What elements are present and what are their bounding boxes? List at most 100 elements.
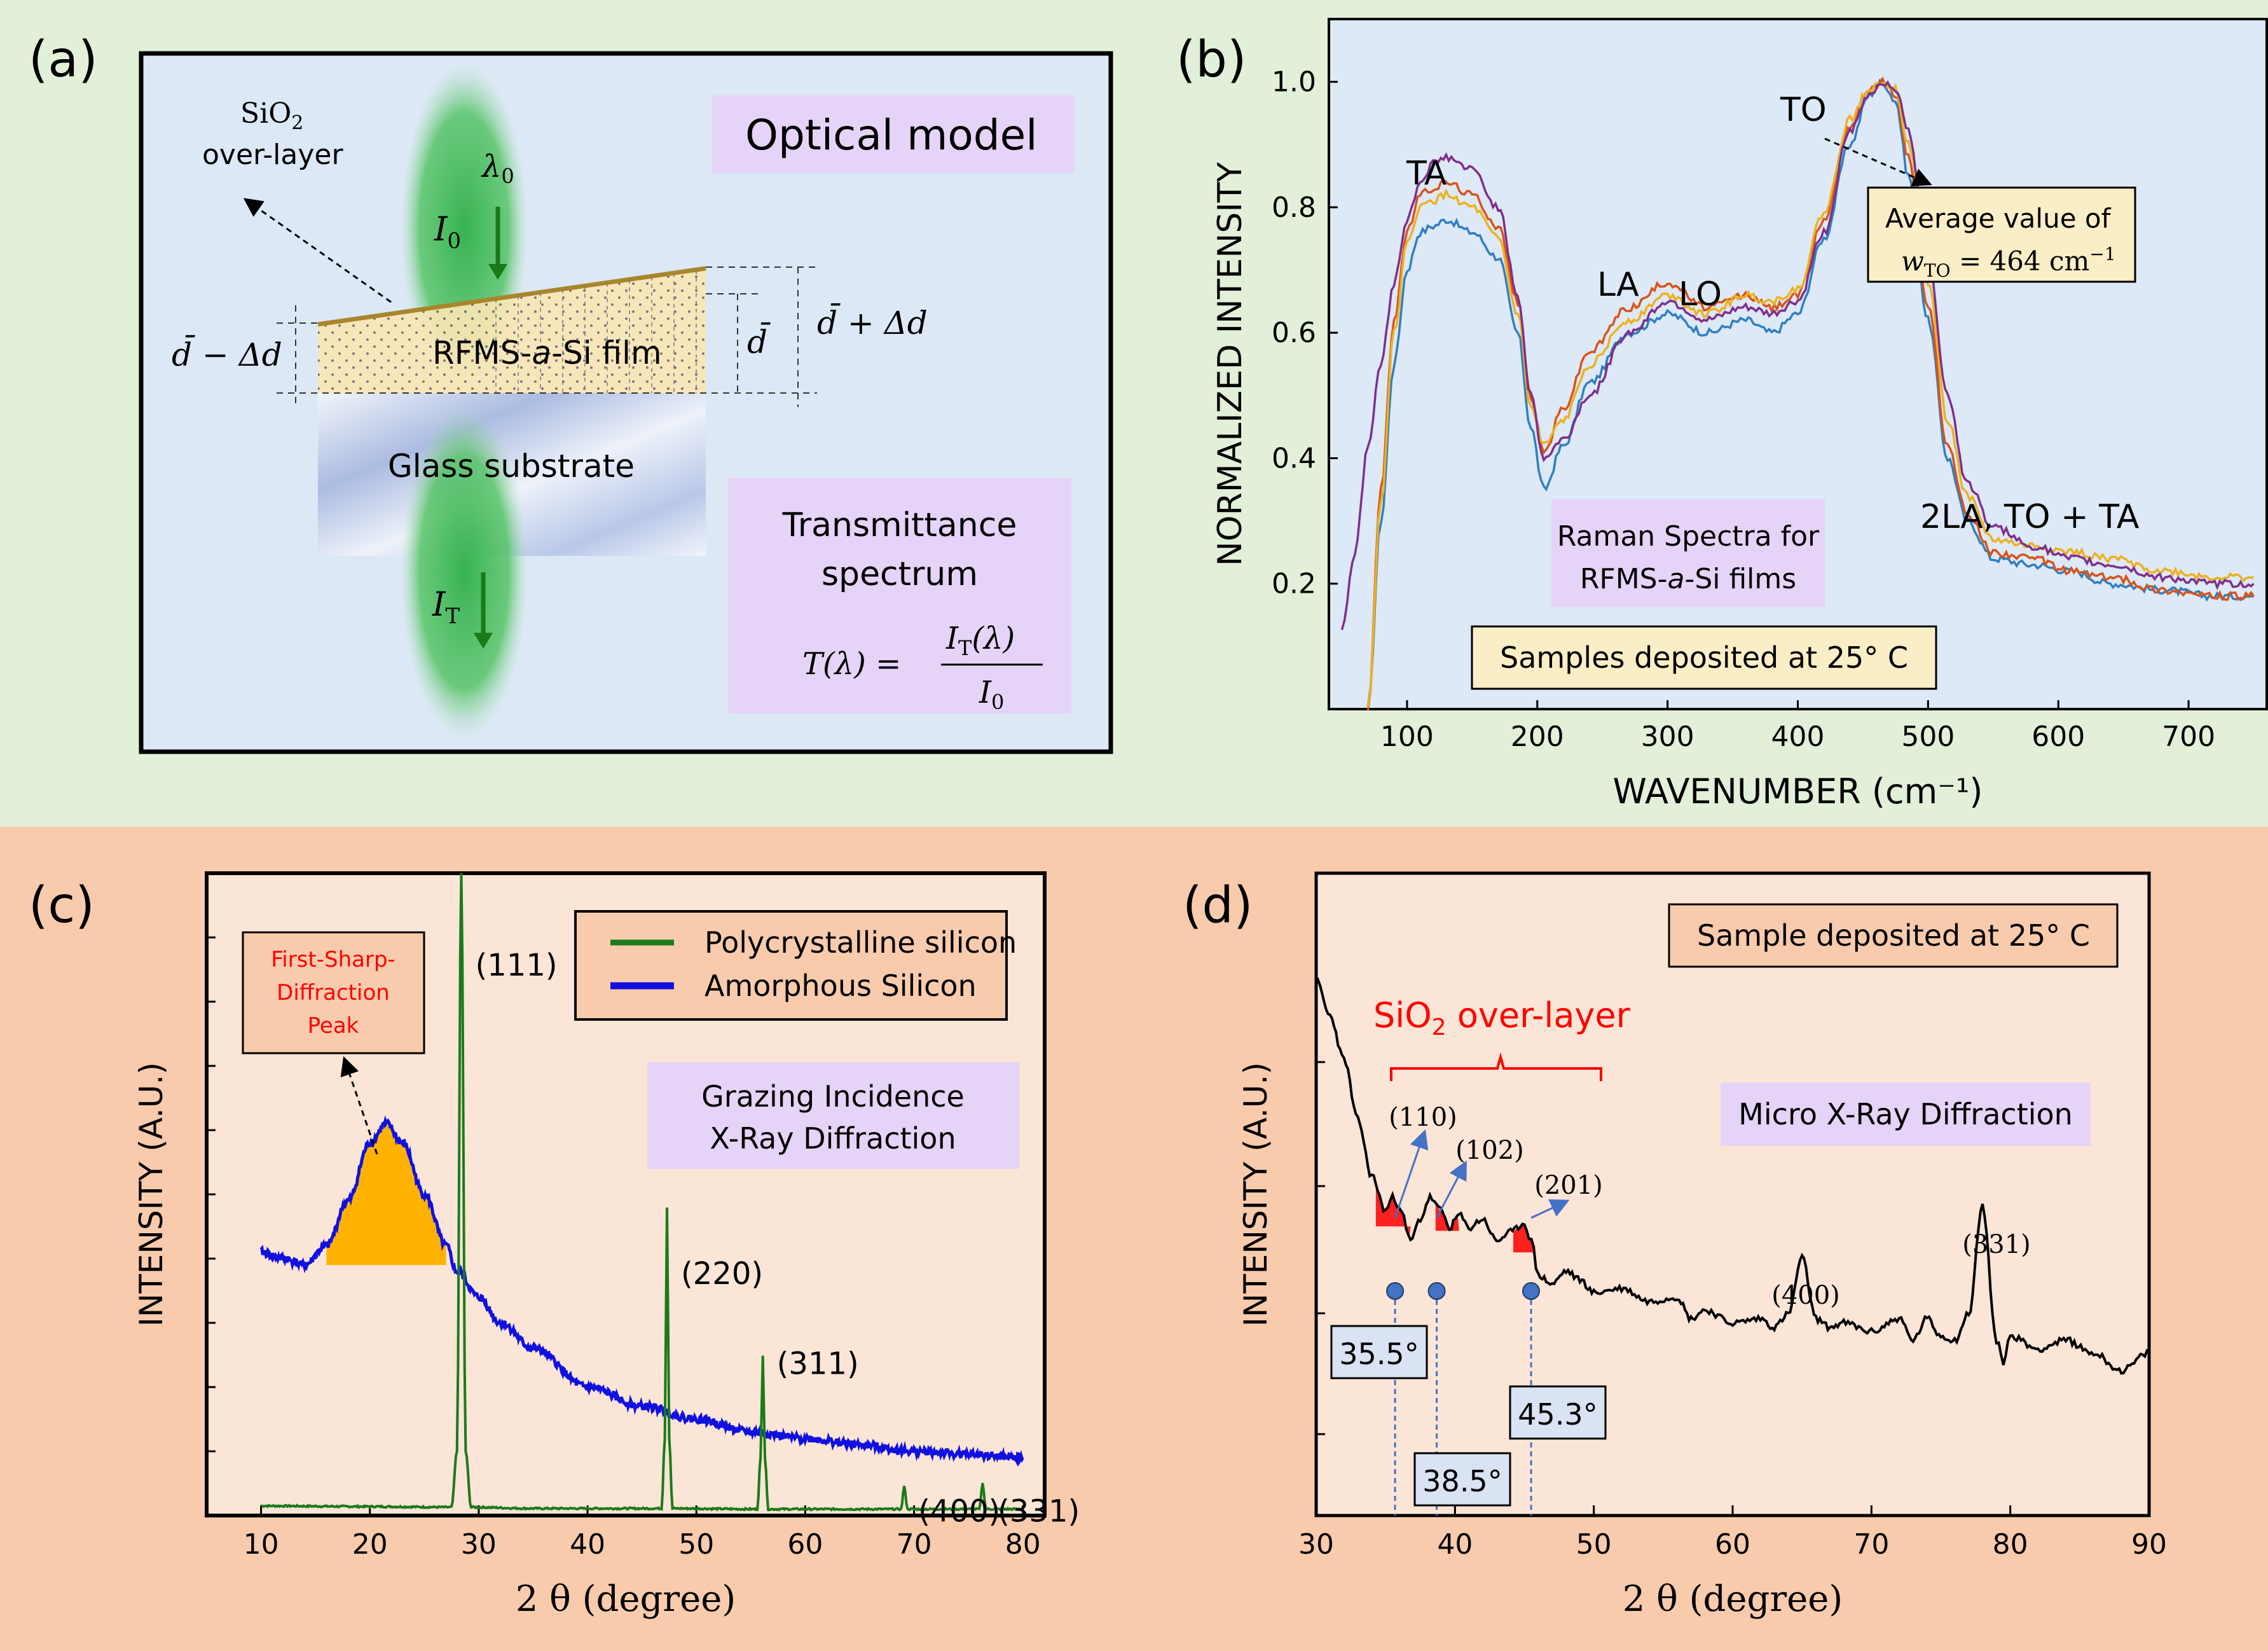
micro-peak-labels: (110) (102) (201) (400) (331) xyxy=(1389,1103,2031,1310)
box-45-3-label: 45.3° xyxy=(1518,1397,1597,1432)
raman-xtick-label: 400 xyxy=(1771,721,1825,753)
amorphous-line xyxy=(259,1115,1024,1467)
micro-peak-label: (110) xyxy=(1389,1103,1457,1132)
micro-ylabel: INTENSITY (A.U.) xyxy=(1237,1062,1274,1327)
sio2-bracket xyxy=(1390,1052,1602,1081)
transmittance-line1: Transmittance xyxy=(782,506,1017,544)
gixrd-peak-label: (311) xyxy=(777,1346,859,1381)
fsdp-box xyxy=(242,931,425,1054)
gixrd-peak-label: (331) xyxy=(998,1494,1080,1530)
gixrd-xtick-label: 70 xyxy=(897,1528,932,1561)
raman-xtick-label: 500 xyxy=(1901,721,1955,753)
avg-pointer xyxy=(1824,137,1932,186)
panel-d: (d) 30 40 50 60 70 80 90 2 θ (degree) INTENSITY … xyxy=(1183,871,2167,1620)
fsdp-fill xyxy=(326,1123,446,1266)
micro-xtick-label: 70 xyxy=(1853,1528,1889,1561)
film-label: RFMS-a-Si film xyxy=(432,335,662,371)
micro-xrd-line xyxy=(1315,977,2150,1375)
rfms-film xyxy=(318,268,706,393)
box-38-5-label: 38.5° xyxy=(1422,1464,1502,1498)
d-plus-label: d̄ + Δd xyxy=(817,303,928,342)
raman-xlabel: WAVENUMBER (cm⁻¹) xyxy=(1613,771,1983,812)
thickness-guides xyxy=(277,266,820,407)
gixrd-ylabel: INTENSITY (A.U.) xyxy=(133,1062,170,1327)
lambda0-label: λ0 xyxy=(481,149,514,188)
raman-xtick-label: 100 xyxy=(1380,721,1434,753)
peak-pointer-arrow xyxy=(1530,1199,1570,1219)
gixrd-xtick-label: 40 xyxy=(570,1528,605,1561)
transmitted-beam xyxy=(401,407,528,738)
IT-label: IT xyxy=(432,586,460,629)
raman-line2: RFMS-a-Si films xyxy=(1580,563,1796,595)
gixrd-xtick-label: 80 xyxy=(1005,1528,1041,1561)
micro-xtick-label: 90 xyxy=(2131,1528,2167,1561)
substrate-label: Glass substrate xyxy=(388,448,635,485)
micro-peak-label: (201) xyxy=(1534,1171,1603,1200)
box-35-5-label: 35.5° xyxy=(1339,1337,1419,1371)
micro-xtick-label: 30 xyxy=(1298,1528,1334,1561)
raman-axes: 100 200 300 400 500 600 700 0.2 0.4 0.6 0.8 1.0 WAVE… xyxy=(1211,66,2215,812)
panel-c-label: (c) xyxy=(29,877,95,934)
peak-2LA: 2LA, TO + TA xyxy=(1920,498,2140,536)
raman-xtick-label: 700 xyxy=(2162,721,2215,753)
avg-line2: wTO = 464 cm−1 xyxy=(1901,244,2116,281)
d-center-label: d̄ xyxy=(747,322,771,361)
formula-lhs: T(λ) = xyxy=(802,646,901,682)
gixrd-line2: X-Ray Diffraction xyxy=(710,1121,956,1156)
peak-TO: TO xyxy=(1780,91,1827,129)
raman-ytick-label: 0.2 xyxy=(1272,568,1316,600)
avg-line1: Average value of xyxy=(1885,203,2112,234)
fsdp-line3: Peak xyxy=(308,1013,359,1039)
panel-d-label: (d) xyxy=(1183,877,1253,934)
polycrystalline-line xyxy=(261,873,1024,1512)
gixrd-peak-label: (111) xyxy=(476,948,558,983)
legend-box xyxy=(574,910,1008,1021)
raman-spectra-box xyxy=(1551,499,1825,607)
samples-box xyxy=(1471,625,1937,690)
gixrd-xtick-label: 10 xyxy=(244,1528,279,1561)
raman-series-line xyxy=(1340,80,2255,630)
box-35-5 xyxy=(1330,1325,1428,1379)
avg-box xyxy=(1867,186,2136,283)
transmittance-line2: spectrum xyxy=(821,555,978,593)
sio2-label: SiO2 xyxy=(240,97,303,134)
raman-xtick-label: 300 xyxy=(1641,721,1694,753)
raman-ytick-label: 1.0 xyxy=(1272,66,1316,99)
micro-xtick-label: 80 xyxy=(1993,1528,2028,1561)
peak-pointer-arrow xyxy=(1436,1160,1467,1219)
micro-axes: 30 40 50 60 70 80 90 2 θ (degree) INTENSITY (A.U… xyxy=(1237,1061,2167,1620)
panel-b: (b) 100 200 300 400 500 600 700 0.2 0.4 0.6 0.8 1.0… xyxy=(1176,18,2268,812)
raman-ytick-label: 0.4 xyxy=(1272,442,1316,474)
fsdp-line1: First-Sharp- xyxy=(271,947,395,972)
micro-label: Micro X-Ray Diffraction xyxy=(1738,1097,2073,1131)
panel-a-label: (a) xyxy=(29,31,98,88)
panel-c: (c) 10 20 30 40 50 60 70 80 2 θ (degree) INTENSIT… xyxy=(29,871,1080,1620)
sample-label: Sample deposited at 25° C xyxy=(1697,918,2090,953)
gixrd-line1: Grazing Incidence xyxy=(701,1079,965,1114)
gixrd-xtick-label: 30 xyxy=(461,1528,497,1561)
fsdp-line2: Diffraction xyxy=(277,980,390,1005)
film-hatch xyxy=(495,270,697,393)
optical-model-box xyxy=(712,95,1075,173)
panel-b-label: (b) xyxy=(1176,31,1246,88)
raman-line1: Raman Spectra for xyxy=(1557,520,1820,553)
gixrd-xtick-label: 20 xyxy=(352,1528,388,1561)
raman-xtick-label: 200 xyxy=(1511,721,1564,753)
box-38-5 xyxy=(1413,1452,1511,1507)
legend-entry: Polycrystalline silicon xyxy=(704,925,1017,960)
raman-ytick-label: 0.8 xyxy=(1272,191,1316,224)
peak-LO: LO xyxy=(1679,275,1722,314)
sio2-overlayer-label: SiO2 over-layer xyxy=(1373,995,1631,1040)
gixrd-peak-label: (400) xyxy=(918,1494,1000,1530)
gixrd-xtick-label: 60 xyxy=(787,1528,823,1561)
fsdp-pointer xyxy=(340,1056,378,1155)
gixrd-peak-labels: (111) (220) (311) (400)(331) xyxy=(476,948,1080,1530)
transmittance-box xyxy=(728,478,1071,714)
micro-label-box xyxy=(1721,1082,2091,1146)
angle-marker-dot xyxy=(1427,1282,1446,1300)
optical-model-title: Optical model xyxy=(745,111,1038,160)
peak-TA: TA xyxy=(1406,155,1447,193)
micro-xtick-label: 50 xyxy=(1576,1528,1612,1561)
micro-peak-label: (400) xyxy=(1771,1281,1840,1310)
